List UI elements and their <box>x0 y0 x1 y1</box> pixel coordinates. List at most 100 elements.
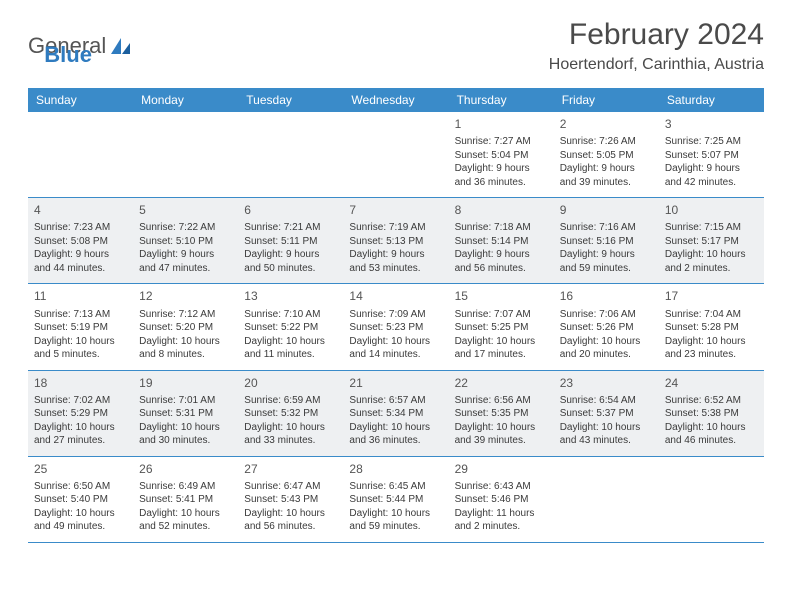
sunset-line: Sunset: 5:40 PM <box>34 493 127 507</box>
sunset-line: Sunset: 5:44 PM <box>349 493 442 507</box>
calendar-cell: 13Sunrise: 7:10 AMSunset: 5:22 PMDayligh… <box>238 284 343 370</box>
daylight-line: Daylight: 10 hours and 20 minutes. <box>560 335 653 362</box>
day-number: 1 <box>455 116 548 132</box>
day-number: 8 <box>455 202 548 218</box>
calendar-cell: 17Sunrise: 7:04 AMSunset: 5:28 PMDayligh… <box>659 284 764 370</box>
day-number: 10 <box>665 202 758 218</box>
daylight-line: Daylight: 9 hours and 56 minutes. <box>455 248 548 275</box>
calendar-cell: 28Sunrise: 6:45 AMSunset: 5:44 PMDayligh… <box>343 457 448 543</box>
sunset-line: Sunset: 5:25 PM <box>455 321 548 335</box>
day-number: 4 <box>34 202 127 218</box>
sail-icon <box>110 37 132 55</box>
sunset-line: Sunset: 5:07 PM <box>665 149 758 163</box>
sunrise-line: Sunrise: 6:57 AM <box>349 394 442 408</box>
day-number: 18 <box>34 375 127 391</box>
sunset-line: Sunset: 5:17 PM <box>665 235 758 249</box>
sunrise-line: Sunrise: 7:21 AM <box>244 221 337 235</box>
day-header: Wednesday <box>343 88 448 112</box>
sunrise-line: Sunrise: 7:06 AM <box>560 308 653 322</box>
day-number: 15 <box>455 288 548 304</box>
day-number: 2 <box>560 116 653 132</box>
day-number: 17 <box>665 288 758 304</box>
sunset-line: Sunset: 5:31 PM <box>139 407 232 421</box>
daylight-line: Daylight: 9 hours and 47 minutes. <box>139 248 232 275</box>
sunrise-line: Sunrise: 7:07 AM <box>455 308 548 322</box>
brand-logo: General Blue <box>28 18 92 68</box>
sunrise-line: Sunrise: 7:23 AM <box>34 221 127 235</box>
sunset-line: Sunset: 5:46 PM <box>455 493 548 507</box>
sunset-line: Sunset: 5:41 PM <box>139 493 232 507</box>
calendar-cell: 6Sunrise: 7:21 AMSunset: 5:11 PMDaylight… <box>238 198 343 284</box>
sunrise-line: Sunrise: 6:54 AM <box>560 394 653 408</box>
day-number: 16 <box>560 288 653 304</box>
day-number: 9 <box>560 202 653 218</box>
sunset-line: Sunset: 5:23 PM <box>349 321 442 335</box>
sunrise-line: Sunrise: 6:47 AM <box>244 480 337 494</box>
daylight-line: Daylight: 9 hours and 44 minutes. <box>34 248 127 275</box>
sunrise-line: Sunrise: 7:09 AM <box>349 308 442 322</box>
calendar-cell: 4Sunrise: 7:23 AMSunset: 5:08 PMDaylight… <box>28 198 133 284</box>
day-number: 24 <box>665 375 758 391</box>
day-number: 21 <box>349 375 442 391</box>
sunrise-line: Sunrise: 7:13 AM <box>34 308 127 322</box>
calendar-cell: 5Sunrise: 7:22 AMSunset: 5:10 PMDaylight… <box>133 198 238 284</box>
calendar-cell: 1Sunrise: 7:27 AMSunset: 5:04 PMDaylight… <box>449 112 554 198</box>
day-number: 12 <box>139 288 232 304</box>
daylight-line: Daylight: 10 hours and 36 minutes. <box>349 421 442 448</box>
calendar-cell: 29Sunrise: 6:43 AMSunset: 5:46 PMDayligh… <box>449 457 554 543</box>
sunset-line: Sunset: 5:16 PM <box>560 235 653 249</box>
calendar-cell: 10Sunrise: 7:15 AMSunset: 5:17 PMDayligh… <box>659 198 764 284</box>
day-number: 7 <box>349 202 442 218</box>
day-number: 29 <box>455 461 548 477</box>
daylight-line: Daylight: 10 hours and 27 minutes. <box>34 421 127 448</box>
sunset-line: Sunset: 5:11 PM <box>244 235 337 249</box>
day-header: Saturday <box>659 88 764 112</box>
sunrise-line: Sunrise: 7:25 AM <box>665 135 758 149</box>
sunrise-line: Sunrise: 7:27 AM <box>455 135 548 149</box>
sunset-line: Sunset: 5:19 PM <box>34 321 127 335</box>
daylight-line: Daylight: 9 hours and 50 minutes. <box>244 248 337 275</box>
sunset-line: Sunset: 5:29 PM <box>34 407 127 421</box>
calendar-cell: 20Sunrise: 6:59 AMSunset: 5:32 PMDayligh… <box>238 371 343 457</box>
sunset-line: Sunset: 5:20 PM <box>139 321 232 335</box>
daylight-line: Daylight: 10 hours and 43 minutes. <box>560 421 653 448</box>
daylight-line: Daylight: 10 hours and 33 minutes. <box>244 421 337 448</box>
day-header: Thursday <box>449 88 554 112</box>
calendar-header-row: SundayMondayTuesdayWednesdayThursdayFrid… <box>28 88 764 112</box>
daylight-line: Daylight: 10 hours and 14 minutes. <box>349 335 442 362</box>
daylight-line: Daylight: 9 hours and 39 minutes. <box>560 162 653 189</box>
calendar-cell: 22Sunrise: 6:56 AMSunset: 5:35 PMDayligh… <box>449 371 554 457</box>
sunrise-line: Sunrise: 7:19 AM <box>349 221 442 235</box>
sunrise-line: Sunrise: 7:18 AM <box>455 221 548 235</box>
day-number: 20 <box>244 375 337 391</box>
sunset-line: Sunset: 5:22 PM <box>244 321 337 335</box>
sunset-line: Sunset: 5:43 PM <box>244 493 337 507</box>
daylight-line: Daylight: 10 hours and 8 minutes. <box>139 335 232 362</box>
daylight-line: Daylight: 10 hours and 49 minutes. <box>34 507 127 534</box>
daylight-line: Daylight: 10 hours and 52 minutes. <box>139 507 232 534</box>
daylight-line: Daylight: 10 hours and 59 minutes. <box>349 507 442 534</box>
calendar-cell <box>343 112 448 198</box>
day-header: Tuesday <box>238 88 343 112</box>
location-label: Hoertendorf, Carinthia, Austria <box>549 56 764 74</box>
sunrise-line: Sunrise: 7:02 AM <box>34 394 127 408</box>
sunset-line: Sunset: 5:28 PM <box>665 321 758 335</box>
calendar-cell <box>554 457 659 543</box>
calendar-cell: 15Sunrise: 7:07 AMSunset: 5:25 PMDayligh… <box>449 284 554 370</box>
calendar-body: 1 Sunrise: 7:27 AMSunset: 5:04 PM Daylight… <box>28 112 764 543</box>
daylight-line: Daylight: 9 hours and 59 minutes. <box>560 248 653 275</box>
brand-word-blue: Blue <box>44 42 92 67</box>
sunrise-line: Sunrise: 7:22 AM <box>139 221 232 235</box>
calendar-cell <box>133 112 238 198</box>
day-number: 19 <box>139 375 232 391</box>
daylight-line: Daylight: 10 hours and 30 minutes. <box>139 421 232 448</box>
calendar-cell: 21Sunrise: 6:57 AMSunset: 5:34 PMDayligh… <box>343 371 448 457</box>
sunset-line: Sunset: 5:38 PM <box>665 407 758 421</box>
calendar-cell: 26Sunrise: 6:49 AMSunset: 5:41 PMDayligh… <box>133 457 238 543</box>
daylight-line: Daylight: 9 hours and 53 minutes. <box>349 248 442 275</box>
calendar-cell: 19Sunrise: 7:01 AMSunset: 5:31 PMDayligh… <box>133 371 238 457</box>
sunset-line: Sunset: 5:04 PM <box>455 149 548 163</box>
daylight-line: Daylight: 10 hours and 46 minutes. <box>665 421 758 448</box>
calendar-cell: 9Sunrise: 7:16 AMSunset: 5:16 PMDaylight… <box>554 198 659 284</box>
day-number: 11 <box>34 288 127 304</box>
